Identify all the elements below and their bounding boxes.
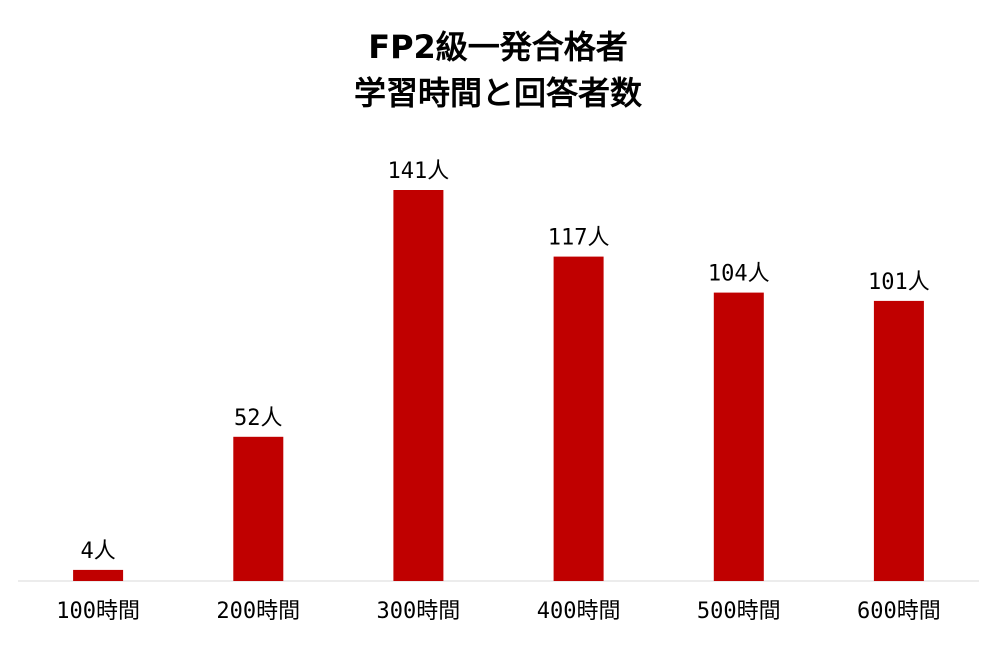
data-label-3: 141人: [388, 159, 450, 184]
bars: [73, 190, 924, 581]
bar-3: [393, 190, 444, 581]
x-tick-label-2: 200時間: [216, 599, 300, 624]
chart-title-line-1: FP2級一発合格者: [368, 28, 628, 66]
bar-1: [73, 569, 124, 581]
x-tick-label-1: 100時間: [56, 599, 140, 624]
x-tick-label-3: 300時間: [377, 599, 461, 624]
x-tick-label-5: 500時間: [697, 599, 781, 624]
bar-6: [873, 300, 924, 581]
x-tick-label-4: 400時間: [537, 599, 621, 624]
x-tick-label-6: 600時間: [857, 599, 941, 624]
bar-5: [713, 292, 764, 581]
bar-4: [553, 256, 604, 581]
bar-2: [233, 436, 284, 581]
data-label-6: 101人: [868, 270, 930, 295]
data-label-1: 4人: [80, 539, 115, 564]
x-tick-labels: 100時間 200時間 300時間 400時間 500時間 600時間: [56, 599, 941, 624]
data-labels: 4人 52人 141人 117人 104人 101人: [80, 159, 929, 564]
data-label-4: 117人: [548, 226, 610, 251]
chart-title: FP2級一発合格者 学習時間と回答者数: [354, 28, 643, 112]
data-label-5: 104人: [708, 262, 770, 287]
data-label-2: 52人: [234, 406, 283, 431]
chart-title-line-2: 学習時間と回答者数: [354, 74, 643, 112]
